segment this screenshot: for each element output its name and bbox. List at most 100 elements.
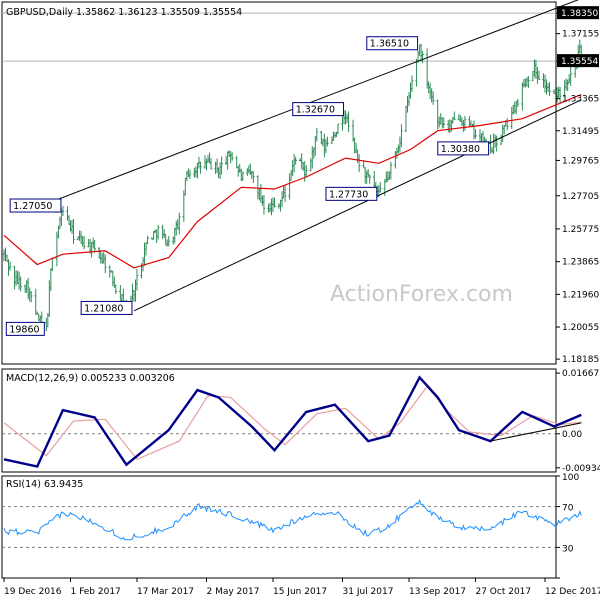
- annotation-box: 1.21080: [80, 300, 133, 315]
- price-bar: [357, 154, 361, 173]
- price-axis-label: 1.23865: [562, 258, 599, 268]
- price-bar: [220, 156, 223, 175]
- price-bar: [537, 70, 541, 81]
- price-bar: [188, 169, 192, 179]
- rsi-axis-label: 70: [562, 504, 574, 514]
- main-header: GBPUSD,Daily 1.35862 1.36123 1.35509 1.3…: [6, 7, 242, 18]
- time-axis-label: 19 Dec 2016: [4, 587, 62, 597]
- price-bar: [527, 76, 530, 89]
- rsi-axis-label: 100: [562, 473, 579, 483]
- price-axis-label: 1.37155: [562, 30, 599, 40]
- annotation-frame: [292, 102, 345, 117]
- price-bar: [241, 171, 245, 182]
- time-axis-label: 31 Jul 2017: [343, 587, 394, 597]
- price-bar: [463, 116, 467, 131]
- time-axis-label: 27 Oct 2017: [475, 587, 531, 597]
- annotation-label: 1.36510: [370, 39, 409, 50]
- macd-trendline: [490, 422, 582, 442]
- rsi-axis-label: 30: [562, 544, 574, 554]
- price-axis-label: 1.21960: [562, 290, 599, 300]
- annotation-label: 19860: [9, 324, 39, 335]
- price-axis-label: 1.31495: [562, 127, 599, 137]
- price-bar: [578, 39, 582, 54]
- price-tag-box: [557, 54, 599, 68]
- price-bar: [495, 135, 498, 152]
- macd-axis-label: 0.00: [562, 430, 582, 440]
- price-bar: [389, 161, 393, 180]
- annotation-label: 1.30380: [441, 144, 480, 155]
- annotation-frame: [5, 321, 45, 336]
- channel-line-lower: [133, 99, 582, 312]
- price-bar: [336, 123, 340, 135]
- price-bar: [209, 157, 213, 170]
- time-axis-label: 2 May 2017: [206, 587, 259, 597]
- price-bar: [230, 152, 234, 161]
- price-bar: [8, 261, 12, 271]
- annotation-label: 1.27730: [329, 189, 368, 200]
- price-bar: [548, 82, 551, 97]
- annotation-label: 1.21080: [84, 303, 123, 314]
- price-tag-box: [557, 6, 599, 20]
- price-bar: [283, 185, 287, 202]
- price-bar: [557, 86, 560, 98]
- price-bar: [558, 87, 562, 103]
- price-bar: [304, 165, 308, 178]
- macd-line: [3, 375, 582, 468]
- price-bar: [114, 284, 118, 295]
- annotation-box: 1.30380: [437, 141, 490, 156]
- price-bar: [135, 269, 139, 291]
- price-bar: [378, 182, 382, 193]
- price-bar: [273, 197, 276, 208]
- macd-axis-label: -0.009345: [562, 464, 600, 474]
- time-axis-label: 15 Jun 2017: [273, 587, 327, 597]
- annotation-label: 1.32670: [296, 105, 335, 116]
- rsi-line: [3, 498, 582, 541]
- price-bar: [199, 161, 202, 174]
- price-bar: [103, 254, 107, 274]
- price-bar: [442, 117, 446, 128]
- price-bar: [431, 91, 435, 105]
- price-axis-label: 1.27705: [562, 192, 599, 202]
- price-bar: [326, 136, 329, 147]
- price-bar: [400, 124, 403, 148]
- price-bar: [61, 205, 65, 216]
- price-tag-label: 1.38350: [561, 9, 598, 19]
- price-bar: [19, 276, 22, 292]
- price-bar: [156, 224, 160, 240]
- annotation-label: 1.27050: [13, 201, 52, 212]
- price-bar: [146, 235, 149, 245]
- price-bar: [262, 195, 266, 215]
- annotation-box: 19860: [5, 321, 45, 336]
- time-axis-label: 1 Feb 2017: [70, 587, 120, 597]
- price-bar: [569, 66, 572, 86]
- annotation-box: 1.32670: [292, 102, 345, 117]
- price-axis-label: 1.18185: [562, 355, 599, 365]
- annotation-frame: [325, 186, 378, 201]
- price-bar: [315, 127, 319, 142]
- annotation-box: 1.27050: [9, 198, 62, 213]
- price-bar: [82, 235, 86, 250]
- signal-line: [3, 385, 582, 461]
- price-bar: [29, 291, 33, 303]
- price-bar: [421, 50, 424, 64]
- annotation-box: 1.27730: [325, 186, 378, 201]
- price-axis-label: 1.33365: [562, 95, 599, 105]
- time-axis-label: 13 Sep 2017: [409, 587, 466, 597]
- price-bar: [567, 74, 571, 84]
- watermark: ActionForex.com: [330, 282, 513, 307]
- annotation-frame: [437, 141, 490, 156]
- price-bar: [564, 78, 568, 91]
- macd-axis-label: 0.016672: [562, 369, 600, 379]
- price-axis-label: 1.29765: [562, 156, 599, 166]
- price-bar: [516, 99, 520, 107]
- moving-average-line: [3, 94, 582, 269]
- annotation-frame: [80, 300, 133, 315]
- time-axis-label: 17 Mar 2017: [137, 587, 194, 597]
- price-bar: [410, 75, 414, 92]
- macd-header: MACD(12,26,9) 0.005233 0.003206: [6, 373, 175, 384]
- price-tag-label: 1.35554: [561, 57, 598, 67]
- annotation-frame: [9, 198, 62, 213]
- macd-pane: [1, 368, 557, 473]
- rsi-header: RSI(14) 63.9435: [6, 479, 83, 490]
